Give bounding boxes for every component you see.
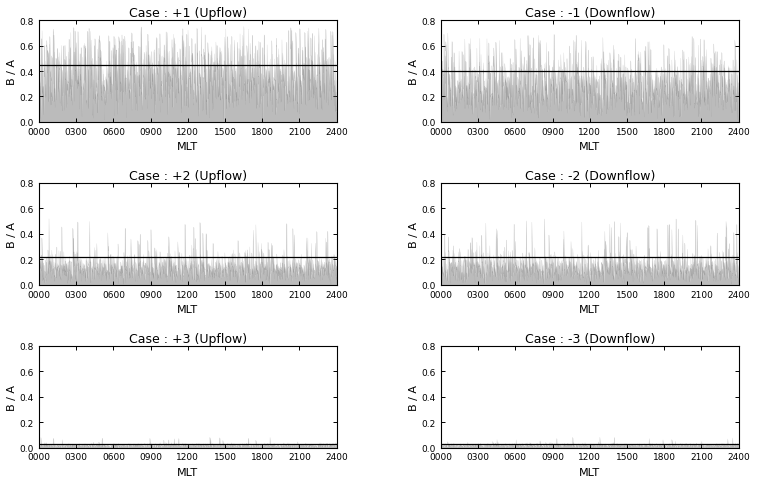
Title: Case : +2 (Upflow): Case : +2 (Upflow) xyxy=(129,169,247,182)
Y-axis label: B / A: B / A xyxy=(7,384,17,410)
X-axis label: MLT: MLT xyxy=(177,467,198,477)
Title: Case : -1 (Downflow): Case : -1 (Downflow) xyxy=(525,7,655,20)
Y-axis label: B / A: B / A xyxy=(409,59,419,85)
Title: Case : +3 (Upflow): Case : +3 (Upflow) xyxy=(129,332,247,345)
X-axis label: MLT: MLT xyxy=(579,304,600,315)
Title: Case : +1 (Upflow): Case : +1 (Upflow) xyxy=(129,7,247,20)
Y-axis label: B / A: B / A xyxy=(409,384,419,410)
Y-axis label: B / A: B / A xyxy=(409,221,419,247)
Title: Case : -3 (Downflow): Case : -3 (Downflow) xyxy=(525,332,655,345)
X-axis label: MLT: MLT xyxy=(177,304,198,315)
X-axis label: MLT: MLT xyxy=(579,467,600,477)
Title: Case : -2 (Downflow): Case : -2 (Downflow) xyxy=(525,169,655,182)
X-axis label: MLT: MLT xyxy=(177,142,198,152)
X-axis label: MLT: MLT xyxy=(579,142,600,152)
Y-axis label: B / A: B / A xyxy=(7,221,17,247)
Y-axis label: B / A: B / A xyxy=(7,59,17,85)
